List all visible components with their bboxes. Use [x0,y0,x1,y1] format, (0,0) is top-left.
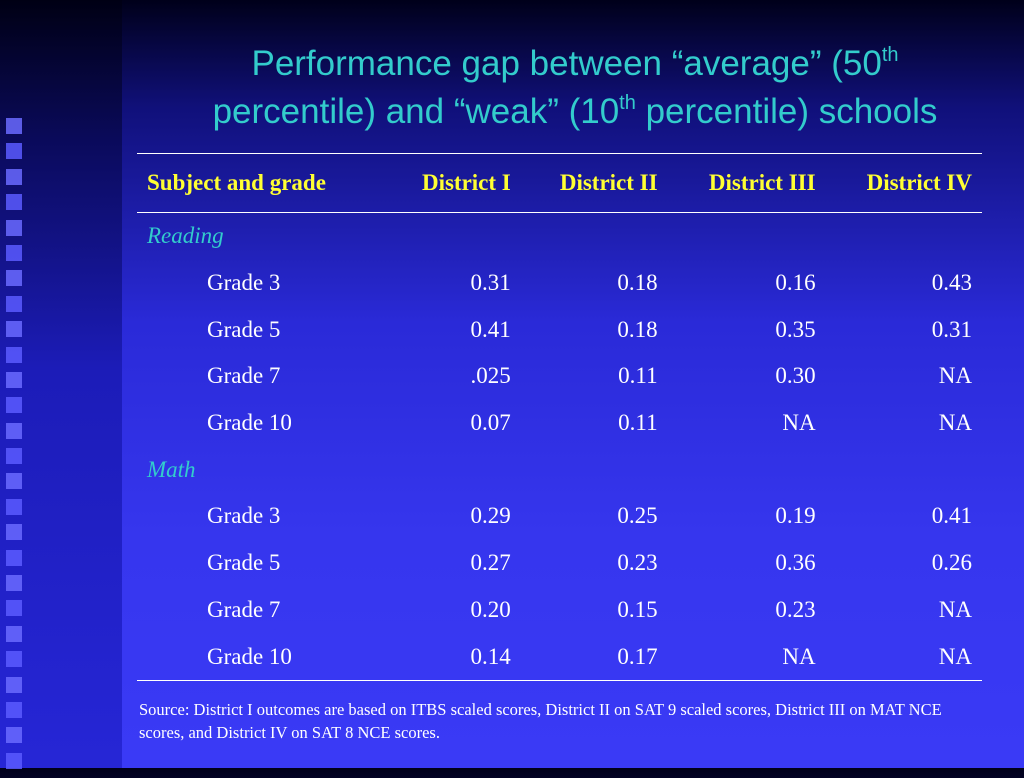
decorative-square [6,498,22,515]
decorative-square [6,676,22,693]
grade-label: Grade 10 [207,410,292,436]
header-district-iii: District III [708,170,816,195]
cell-value: NA [782,643,816,669]
cell-value: 0.30 [775,363,816,389]
cell-value: 0.18 [617,316,658,342]
source-note: Source: District I outcomes are based on… [139,700,942,742]
cell-value: 0.25 [617,503,658,529]
cell-value: 0.18 [617,270,658,296]
decorative-square [6,422,22,439]
title-sup-2: th [619,92,636,114]
left-decorative-strip [0,0,122,769]
table-header-row: Subject and grade District I District II… [137,153,982,213]
grade-label: Grade 7 [207,596,281,622]
slide-title: Performance gap between “average” (50th … [130,40,1020,136]
decorative-square [6,219,22,236]
section-label: Reading [147,223,224,249]
cell-value: 0.36 [775,550,816,576]
table-row: Grade 10 0.07 0.11 NA NA [137,400,982,447]
decorative-square [6,727,22,744]
decorative-square [6,270,22,287]
decorative-square [6,346,22,363]
decorative-square [6,321,22,338]
decorative-square [6,600,22,617]
cell-value: 0.35 [775,316,816,342]
cell-value: NA [782,410,816,436]
table-row: Grade 3 0.31 0.18 0.16 0.43 [137,260,982,307]
section-row-math: Math [137,446,982,493]
cell-value: NA [938,410,972,436]
cell-value: 0.41 [931,503,972,529]
decorative-square [6,448,22,465]
cell-value: NA [938,596,972,622]
grade-label: Grade 10 [207,643,292,669]
title-line2-end: percentile) schools [635,92,938,131]
decorative-square [6,524,22,541]
decorative-square [6,194,22,211]
cell-value: 0.17 [617,643,658,669]
title-line1-text: Performance gap between “average” (50 [251,44,882,83]
cell-value: 0.20 [470,596,511,622]
table-row: Grade 7 0.20 0.15 0.23 NA [137,587,982,634]
cell-value: 0.31 [470,270,511,296]
header-district-ii: District II [559,170,658,195]
decorative-squares [6,118,30,778]
decorative-square [6,295,22,312]
decorative-square [6,143,22,160]
decorative-square [6,701,22,718]
cell-value: NA [938,363,972,389]
decorative-square [6,244,22,261]
title-sup-1: th [881,44,899,66]
grade-label: Grade 5 [207,316,281,342]
decorative-square [6,118,22,134]
cell-value: 0.07 [470,410,511,436]
table-row: Grade 5 0.41 0.18 0.35 0.31 [137,306,982,353]
header-district-iv: District IV [866,170,972,195]
decorative-square [6,752,22,769]
cell-value: NA [938,643,972,669]
decorative-square [6,549,22,566]
decorative-square [6,651,22,668]
cell-value: 0.23 [617,550,658,576]
section-row-reading: Reading [137,213,982,260]
decorative-square [6,625,22,642]
cell-value: 0.16 [775,270,816,296]
grade-label: Grade 3 [207,270,281,296]
decorative-square [6,371,22,388]
cell-value: 0.26 [931,550,972,576]
table-row: Grade 7 .025 0.11 0.30 NA [137,353,982,400]
decorative-square [6,575,22,592]
cell-value: 0.14 [470,643,511,669]
cell-value: 0.15 [617,596,658,622]
data-table-container: Subject and grade District I District II… [137,153,982,681]
cell-value: 0.43 [931,270,972,296]
section-label: Math [147,456,196,482]
table-row: Grade 5 0.27 0.23 0.36 0.26 [137,540,982,587]
grade-label: Grade 3 [207,503,281,529]
header-district-i: District I [421,170,511,195]
performance-gap-table: Subject and grade District I District II… [137,153,982,681]
cell-value: .025 [470,363,511,389]
decorative-square [6,397,22,414]
cell-value: 0.29 [470,503,511,529]
grade-label: Grade 7 [207,363,281,389]
cell-value: 0.41 [470,316,511,342]
cell-value: 0.23 [775,596,816,622]
header-subject-and-grade: Subject and grade [147,170,326,195]
grade-label: Grade 5 [207,550,281,576]
cell-value: 0.31 [931,316,972,342]
table-row: Grade 3 0.29 0.25 0.19 0.41 [137,493,982,540]
cell-value: 0.11 [618,410,658,436]
title-line2-text: percentile) and “weak” (10 [212,92,620,131]
cell-value: 0.11 [618,363,658,389]
cell-value: 0.27 [470,550,511,576]
cell-value: 0.19 [775,503,816,529]
decorative-square [6,168,22,185]
table-row: Grade 10 0.14 0.17 NA NA [137,633,982,681]
decorative-square [6,473,22,490]
